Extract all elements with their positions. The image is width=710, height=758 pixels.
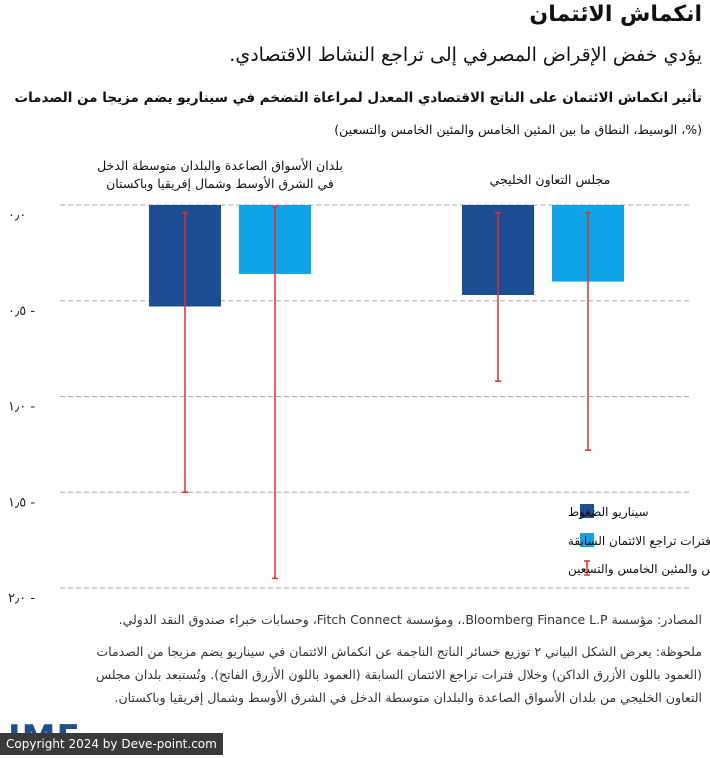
page-title: انكماش الائتمان bbox=[529, 2, 702, 27]
chart-title: تأثير انكماش الائتمان على الناتج الاقتصا… bbox=[14, 90, 702, 106]
legend-swatch bbox=[580, 533, 594, 547]
y-tick-label: ٠٫٠ bbox=[8, 208, 26, 223]
source-note: المصادر: مؤسسة Bloomberg Finance L.P.، و… bbox=[118, 612, 702, 627]
y-tick-label: ٢٫٠ - bbox=[8, 591, 35, 606]
category-label-mena-em: بلدان الأسواق الصاعدة والبلدان متوسطة ال… bbox=[97, 158, 343, 191]
y-tick-label: ١٫٥ - bbox=[8, 495, 35, 510]
chart-note: ملحوظة: يعرض الشكل البياني ٢ توزيع خسائر… bbox=[95, 644, 702, 705]
legend-label: فترات تراجع الائتمان السابقة bbox=[568, 534, 710, 549]
page-subtitle: يؤدي خفض الإقراض المصرفي إلى تراجع النشا… bbox=[229, 44, 702, 66]
copyright-banner: Copyright 2024 by Deve-point.com bbox=[0, 733, 223, 755]
y-tick-label: ١٫٠ - bbox=[8, 400, 35, 415]
chart-plot-area: ٠٫٠ ٠٫٥ - ١٫٠ - ١٫٥ - ٢٫٠ - سيناريو الضغوط فتر… bbox=[8, 204, 710, 606]
legend-swatch bbox=[580, 504, 594, 518]
category-label-gcc: مجلس التعاون الخليجي bbox=[489, 172, 611, 187]
chart-subtitle: (%، الوسيط، النطاق ما بين المئين الخامس … bbox=[334, 122, 702, 137]
legend-label: النطاق ما بين المئين الخامس والمئين الخا… bbox=[568, 562, 710, 577]
y-tick-label: ٠٫٥ - bbox=[8, 304, 35, 319]
legend-label: سيناريو الضغوط bbox=[568, 505, 649, 520]
